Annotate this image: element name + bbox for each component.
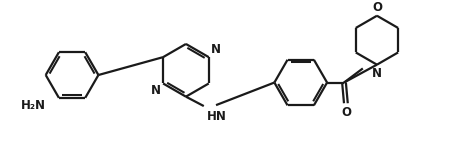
Text: H₂N: H₂N	[21, 99, 46, 112]
Text: N: N	[372, 66, 382, 80]
Text: N: N	[211, 43, 220, 56]
Text: O: O	[372, 1, 382, 14]
Text: N: N	[151, 84, 161, 97]
Text: O: O	[341, 106, 351, 119]
Text: HN: HN	[206, 110, 226, 123]
